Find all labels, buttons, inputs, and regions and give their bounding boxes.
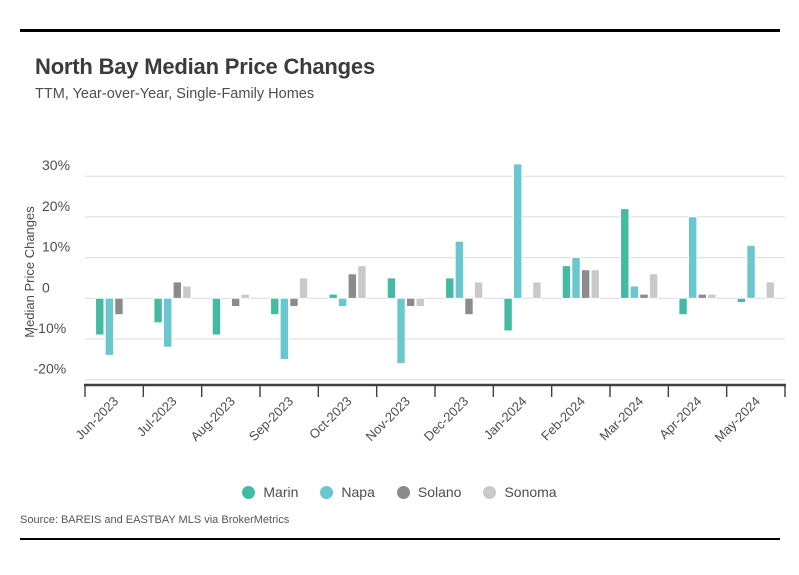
bar-napa-apr-2024	[688, 216, 698, 299]
bar-sonoma-apr-2024	[707, 293, 717, 299]
x-tick-label: Jul-2023	[134, 394, 180, 440]
x-tick-label: Jun-2023	[72, 394, 121, 443]
x-tick-label: Aug-2023	[187, 394, 237, 444]
bar-solano-jun-2023	[114, 297, 124, 315]
bar-napa-jun-2023	[104, 297, 114, 356]
bar-solano-jul-2023	[172, 281, 182, 299]
chart-title: North Bay Median Price Changes	[35, 54, 375, 79]
bar-marin-sep-2023	[270, 297, 280, 315]
bar-solano-apr-2024	[697, 293, 707, 299]
bar-marin-mar-2024	[620, 208, 630, 299]
bar-solano-nov-2023	[406, 297, 416, 307]
bar-sonoma-jan-2024	[532, 281, 542, 299]
bar-marin-aug-2023	[211, 297, 221, 336]
bar-sonoma-mar-2024	[649, 273, 659, 299]
bar-napa-sep-2023	[279, 297, 289, 360]
bar-marin-nov-2023	[386, 277, 396, 299]
legend-label-napa: Napa	[341, 484, 375, 500]
source-note: Source: BAREIS and EASTBAY MLS via Broke…	[20, 514, 290, 526]
bar-sonoma-aug-2023	[240, 293, 250, 299]
y-tick-label: -20%	[34, 361, 67, 377]
legend-item-napa: Napa	[320, 484, 375, 500]
legend-label-solano: Solano	[417, 484, 462, 500]
median-price-bar-chart: 30% 20% 10% 0 -10% -20% Jun-2023 Jul-2023 Aug-20…	[22, 157, 786, 445]
x-tick-label: Nov-2023	[362, 394, 412, 444]
bar-sonoma-oct-2023	[357, 265, 367, 299]
bar-solano-feb-2024	[581, 269, 591, 299]
legend-item-marin: Marin	[242, 484, 298, 500]
bar-marin-jan-2024	[503, 297, 513, 332]
x-tick-label: Jan-2024	[481, 394, 530, 443]
bar-marin-jun-2023	[95, 297, 105, 336]
bar-marin-apr-2024	[678, 297, 688, 315]
chart-subtitle: TTM, Year-over-Year, Single-Family Homes	[35, 86, 315, 102]
bar-napa-mar-2024	[629, 285, 639, 299]
legend-swatch-sonoma	[483, 485, 497, 499]
bar-sonoma-feb-2024	[590, 269, 600, 299]
legend-swatch-marin	[242, 485, 256, 499]
bottom-divider	[20, 538, 780, 540]
bar-solano-oct-2023	[347, 273, 357, 299]
bar-solano-dec-2023	[464, 297, 474, 315]
y-tick-label: -10%	[34, 320, 67, 336]
bar-marin-oct-2023	[328, 293, 338, 299]
x-tick-label: May-2024	[711, 394, 762, 445]
bar-napa-oct-2023	[338, 297, 348, 307]
bar-sonoma-dec-2023	[474, 281, 484, 299]
bar-napa-dec-2023	[454, 240, 464, 299]
bar-sonoma-may-2024	[765, 281, 775, 299]
legend-swatch-napa	[320, 485, 334, 499]
bar-napa-jul-2023	[163, 297, 173, 348]
x-tick-label: Apr-2024	[656, 394, 704, 442]
y-tick-label: 20%	[42, 198, 70, 214]
bar-marin-may-2024	[736, 297, 746, 303]
y-axis-title: Median Price Changes	[22, 206, 37, 338]
x-tick-label: Dec-2023	[421, 394, 471, 444]
x-tick-label: Feb-2024	[538, 394, 588, 444]
y-tick-label: 30%	[42, 157, 70, 173]
bar-marin-feb-2024	[561, 265, 571, 299]
bar-napa-may-2024	[746, 244, 756, 299]
bar-napa-jan-2024	[513, 163, 523, 299]
legend-label-sonoma: Sonoma	[504, 484, 557, 500]
bar-marin-dec-2023	[445, 277, 455, 299]
bar-sonoma-nov-2023	[415, 297, 425, 307]
bar-solano-mar-2024	[639, 293, 649, 299]
top-divider	[20, 29, 780, 32]
bar-solano-aug-2023	[231, 297, 241, 307]
y-tick-label: 0	[42, 279, 50, 295]
legend-item-solano: Solano	[396, 484, 462, 500]
bar-marin-jul-2023	[153, 297, 163, 324]
legend-swatch-solano	[396, 485, 410, 499]
chart-legend: Marin Napa Solano Sonoma	[0, 480, 799, 504]
x-tick-label: Mar-2024	[596, 394, 646, 444]
bar-solano-sep-2023	[289, 297, 299, 307]
bar-napa-nov-2023	[396, 297, 406, 364]
bar-napa-feb-2024	[571, 257, 581, 299]
bar-sonoma-jul-2023	[182, 285, 192, 299]
x-tick-label: Oct-2023	[306, 394, 354, 442]
y-tick-label: 10%	[42, 239, 70, 255]
legend-label-marin: Marin	[263, 484, 299, 500]
legend-item-sonoma: Sonoma	[483, 484, 557, 500]
bar-sonoma-sep-2023	[299, 277, 309, 299]
x-tick-label: Sep-2023	[246, 394, 296, 444]
